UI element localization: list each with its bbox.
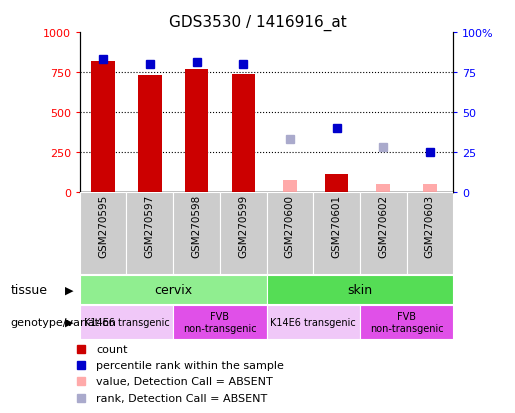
Bar	[267, 275, 453, 304]
Bar	[360, 192, 406, 275]
Bar	[173, 192, 220, 275]
Bar	[80, 192, 127, 275]
Bar	[185, 70, 208, 192]
Text: GDS3530 / 1416916_at: GDS3530 / 1416916_at	[168, 14, 347, 31]
Text: rank, Detection Call = ABSENT: rank, Detection Call = ABSENT	[96, 393, 268, 403]
Bar	[376, 184, 390, 192]
Text: percentile rank within the sample: percentile rank within the sample	[96, 360, 284, 370]
Bar	[80, 305, 173, 339]
Bar	[232, 74, 255, 192]
Bar	[406, 192, 453, 275]
Text: value, Detection Call = ABSENT: value, Detection Call = ABSENT	[96, 377, 273, 387]
Text: GSM270603: GSM270603	[425, 195, 435, 257]
Bar	[220, 192, 267, 275]
Bar	[423, 185, 437, 192]
Text: GSM270602: GSM270602	[378, 195, 388, 257]
Text: GSM270599: GSM270599	[238, 195, 248, 258]
Text: K14E6 transgenic: K14E6 transgenic	[270, 317, 356, 327]
Text: tissue: tissue	[10, 283, 47, 296]
Bar	[360, 305, 453, 339]
Text: GSM270601: GSM270601	[332, 195, 341, 257]
Text: GSM270598: GSM270598	[192, 195, 201, 258]
Bar	[267, 305, 360, 339]
Text: FVB
non-transgenic: FVB non-transgenic	[370, 311, 443, 333]
Text: GSM270595: GSM270595	[98, 195, 108, 258]
Bar	[173, 305, 267, 339]
Text: skin: skin	[347, 283, 372, 296]
Bar	[283, 181, 297, 192]
Text: GSM270600: GSM270600	[285, 195, 295, 257]
Bar	[127, 192, 173, 275]
Text: genotype/variation: genotype/variation	[10, 317, 116, 327]
Bar	[267, 192, 313, 275]
Bar	[92, 62, 115, 192]
Bar	[80, 275, 267, 304]
Text: count: count	[96, 344, 128, 354]
Bar	[313, 192, 360, 275]
Text: FVB
non-transgenic: FVB non-transgenic	[183, 311, 256, 333]
Bar	[138, 76, 162, 192]
Text: ▶: ▶	[65, 285, 74, 294]
Text: cervix: cervix	[154, 283, 192, 296]
Text: ▶: ▶	[65, 317, 74, 327]
Bar	[325, 175, 348, 192]
Text: GSM270597: GSM270597	[145, 195, 155, 258]
Text: K14E6 transgenic: K14E6 transgenic	[83, 317, 169, 327]
